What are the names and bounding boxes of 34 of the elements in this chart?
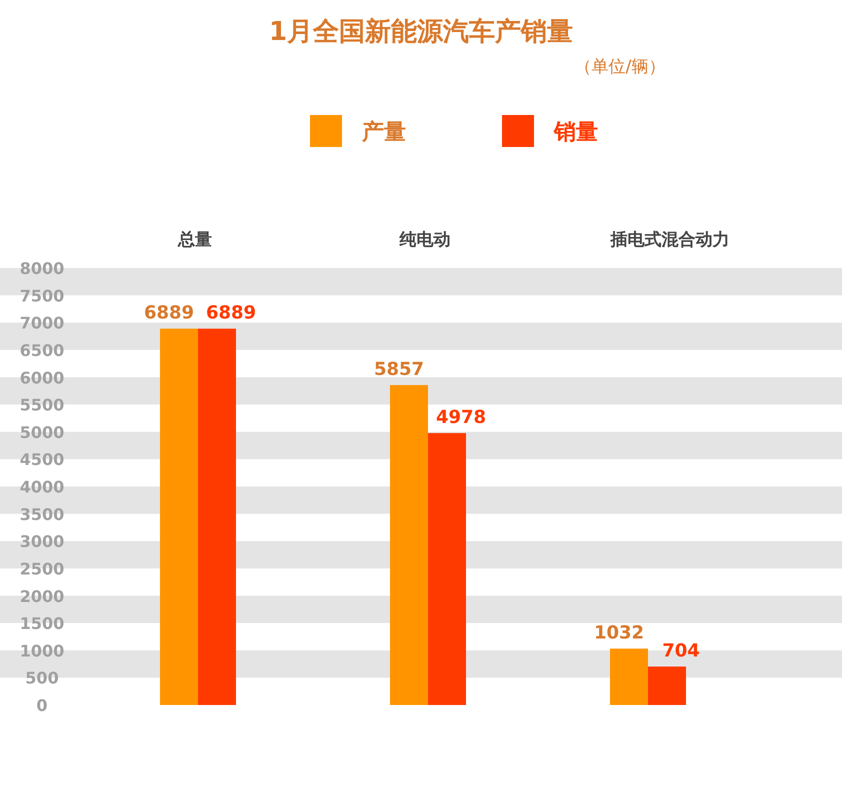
data-label: 4978 <box>436 407 486 428</box>
data-label: 5857 <box>374 359 424 380</box>
y-tick-label: 3000 <box>20 532 64 552</box>
legend-label: 产量 <box>361 119 406 145</box>
y-tick-label: 1000 <box>20 641 64 660</box>
data-label: 704 <box>662 640 700 662</box>
x-tick-label: 总量 <box>177 230 212 250</box>
y-tick-label: 1500 <box>20 614 64 634</box>
y-tick-label: 4500 <box>20 450 64 470</box>
y-tick-label: 5000 <box>20 422 64 442</box>
bar <box>198 328 236 705</box>
y-tick-label: 6000 <box>20 368 64 388</box>
chart-subtitle: （单位/辆） <box>574 57 666 77</box>
x-tick-label: 插电式混合动力 <box>610 230 730 250</box>
y-tick-label: 4000 <box>20 478 64 496</box>
x-tick-label: 纯电动 <box>398 230 450 250</box>
y-tick-label: 2500 <box>20 559 64 578</box>
y-tick-label: 7500 <box>20 286 64 306</box>
y-tick-label: 500 <box>25 668 59 688</box>
y-tick-label: 6500 <box>20 340 64 360</box>
chart-title: 1月全国新能源汽车产销量 <box>268 17 574 47</box>
y-tick-label: 8000 <box>20 259 64 278</box>
bar <box>648 666 686 705</box>
y-tick-label: 5500 <box>20 396 64 415</box>
legend-label: 销量 <box>553 120 598 145</box>
y-tick-label: 0 <box>36 696 48 715</box>
y-tick-label: 7000 <box>20 314 64 333</box>
bar <box>160 328 198 705</box>
y-tick-label: 2000 <box>20 586 64 606</box>
y-tick-label: 3500 <box>20 504 64 524</box>
data-label: 6889 <box>144 302 194 324</box>
data-label: 1032 <box>594 622 644 644</box>
data-label: 6889 <box>206 302 256 324</box>
bar <box>610 648 648 705</box>
